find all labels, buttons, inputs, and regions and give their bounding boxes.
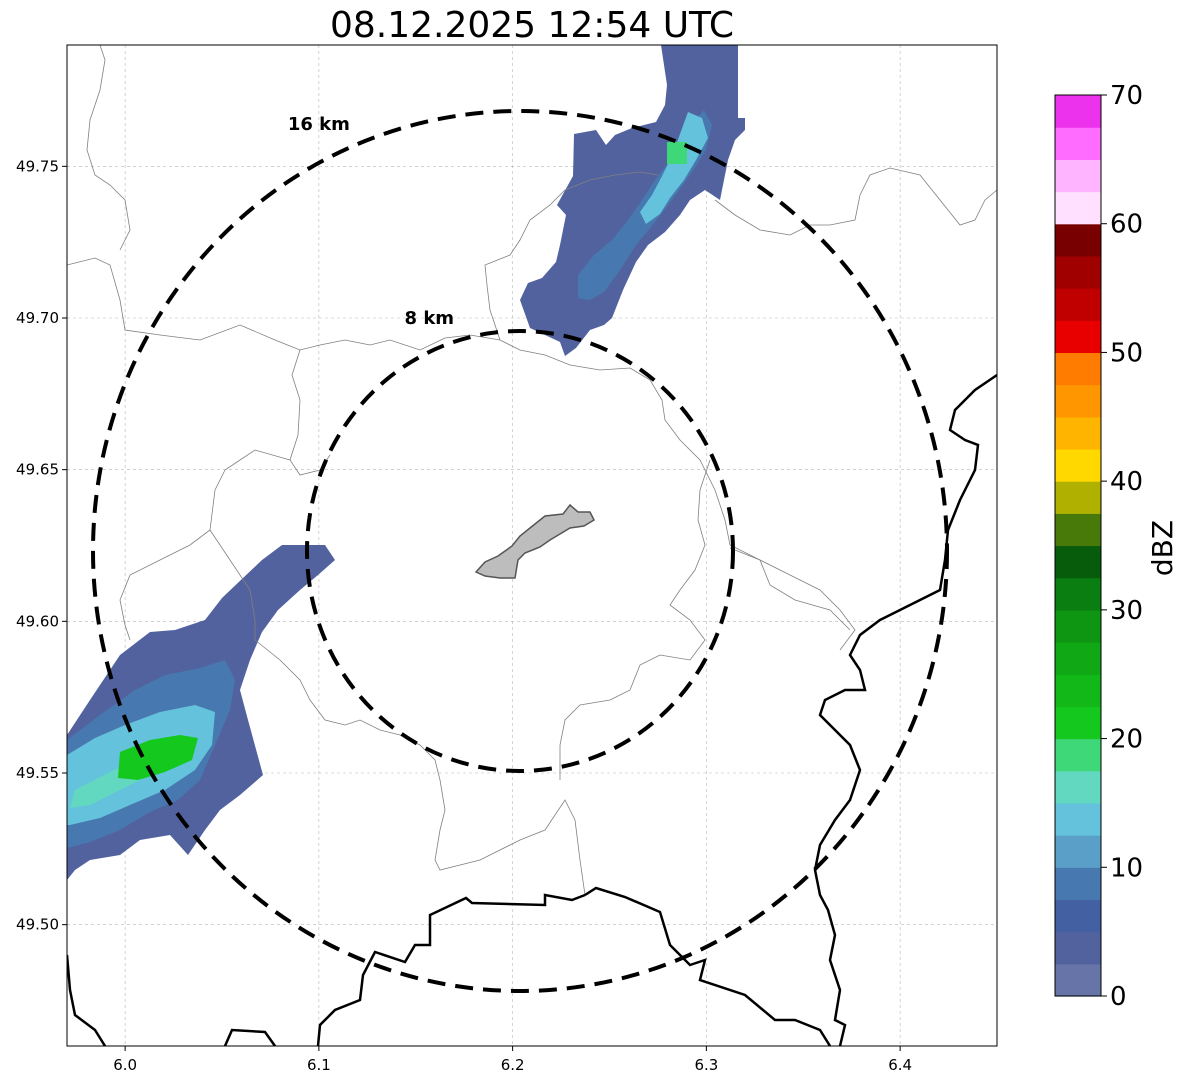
colorbar-swatch [1055, 931, 1101, 965]
colorbar-swatch [1055, 320, 1101, 354]
colorbar-swatch [1055, 963, 1101, 997]
map-title: 08.12.2025 12:54 UTC [329, 5, 735, 46]
radar-echo-north [520, 45, 745, 356]
colorbar-swatches [1055, 95, 1101, 997]
country-borders [67, 373, 997, 1046]
colorbar-tick-label: 0 [1110, 982, 1127, 1012]
admin-boundaries [67, 45, 997, 896]
colorbar-swatch [1055, 867, 1101, 901]
colorbar-tick-label: 30 [1110, 596, 1143, 626]
colorbar-swatch [1055, 674, 1101, 707]
x-tick-label: 6.4 [888, 1056, 912, 1074]
y-tick-label: 49.50 [16, 916, 59, 934]
x-tick-label: 6.1 [307, 1056, 331, 1074]
radar-echo-southwest [67, 545, 335, 880]
y-axis-ticks: 49.50 49.55 49.60 49.65 49.70 49.75 [16, 157, 67, 934]
colorbar-tick-label: 60 [1110, 210, 1143, 240]
y-tick-label: 49.60 [16, 612, 59, 630]
grid-lines [67, 45, 997, 1046]
x-tick-label: 6.0 [113, 1056, 137, 1074]
colorbar-swatch [1055, 288, 1101, 321]
x-tick-label: 6.3 [694, 1056, 718, 1074]
colorbar-swatch [1055, 95, 1101, 128]
colorbar-swatch [1055, 223, 1101, 257]
colorbar-ticks: 0 10 20 30 40 50 60 70 [1101, 81, 1143, 1012]
colorbar-swatch [1055, 352, 1101, 386]
x-axis-ticks: 6.0 6.1 6.2 6.3 6.4 [113, 1046, 912, 1074]
colorbar-label: dBZ [1146, 520, 1179, 576]
map-content: 8 km 16 km [67, 45, 997, 1046]
colorbar-swatch [1055, 448, 1101, 482]
colorbar: 0 10 20 30 40 50 60 70 dBZ [1054, 81, 1179, 1012]
colorbar-swatch [1055, 770, 1101, 804]
colorbar-swatch [1055, 384, 1101, 418]
colorbar-swatch [1055, 191, 1101, 225]
colorbar-swatch [1055, 127, 1101, 160]
plot-frame [66, 44, 998, 1047]
city-outline [474, 503, 595, 579]
plot-area: 8 km 16 km 6.0 6.1 6.2 6.3 6.4 49.5049.5549.… [16, 44, 998, 1074]
colorbar-swatch [1055, 642, 1101, 675]
colorbar-frame [1054, 94, 1102, 997]
x-tick-label: 6.2 [501, 1056, 525, 1074]
y-tick-label: 49.70 [16, 309, 59, 327]
colorbar-swatch [1055, 706, 1101, 740]
colorbar-swatch [1055, 577, 1101, 611]
colorbar-swatch [1055, 481, 1101, 514]
range-ring-label-16km: 16 km [288, 114, 350, 135]
colorbar-swatch [1055, 255, 1101, 289]
echo-peak-north [667, 142, 687, 164]
colorbar-swatch [1055, 609, 1101, 643]
range-ring-8km [305, 329, 735, 773]
colorbar-tick-label: 40 [1110, 467, 1143, 497]
colorbar-tick-label: 10 [1110, 853, 1143, 883]
colorbar-swatch [1055, 835, 1101, 868]
colorbar-tick-label: 70 [1110, 81, 1143, 111]
y-tick-label: 49.75 [16, 157, 59, 175]
echo-high-north [640, 112, 708, 224]
y-tick-label: 49.65 [16, 461, 59, 479]
range-ring-16km [91, 109, 949, 993]
colorbar-swatch [1055, 738, 1101, 772]
colorbar-tick-label: 50 [1110, 338, 1143, 368]
range-ring-label-8km: 8 km [405, 308, 455, 329]
colorbar-swatch [1055, 545, 1101, 579]
colorbar-swatch [1055, 159, 1101, 193]
colorbar-tick-label: 20 [1110, 725, 1143, 755]
colorbar-swatch [1055, 513, 1101, 547]
colorbar-swatch [1055, 416, 1101, 450]
colorbar-swatch [1055, 899, 1101, 933]
y-tick-label: 49.55 [16, 764, 59, 782]
colorbar-swatch [1055, 802, 1101, 836]
